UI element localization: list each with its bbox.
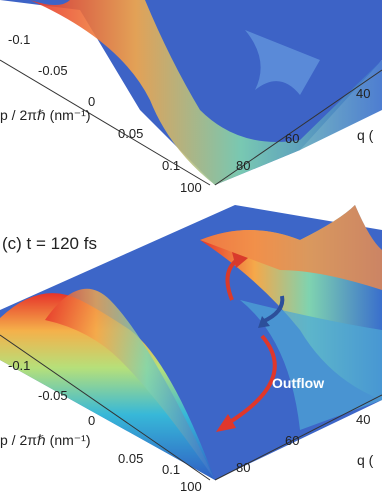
q-tick: 100 [180,479,202,494]
top-panel-labels: -0.1 -0.05 0 0.05 0.1 100 80 60 40 p / 2… [0,32,374,195]
bottom-panel-labels: (c) t = 120 fs -0.1 -0.05 0 0.05 0.1 100… [0,234,374,494]
q-axis-label: q ( [357,452,374,468]
q-tick: 80 [236,460,250,475]
q-tick: 100 [180,180,202,195]
q-axis-label: q ( [357,127,374,143]
p-tick: 0 [88,413,95,428]
p-tick: -0.05 [38,63,68,78]
p-tick: -0.1 [8,358,30,373]
q-tick: 60 [285,433,299,448]
q-tick: 40 [356,86,370,101]
p-axis-label: p / 2πℏ (nm⁻¹) [0,107,91,123]
p-tick: 0 [88,94,95,109]
p-tick: 0.1 [162,158,180,173]
surface-bottom [0,205,382,481]
p-tick: -0.1 [8,32,30,47]
panel-title: (c) t = 120 fs [2,234,97,253]
p-tick: -0.05 [38,388,68,403]
q-tick: 80 [236,158,250,173]
p-axis-label: p / 2πℏ (nm⁻¹) [0,432,91,448]
surface-top [0,0,382,186]
q-tick: 60 [285,131,299,146]
p-tick: 0.05 [118,126,143,141]
p-tick: 0.1 [162,462,180,477]
p-tick: 0.05 [118,451,143,466]
q-tick: 40 [356,412,370,427]
annotation: Outflow [272,375,324,391]
